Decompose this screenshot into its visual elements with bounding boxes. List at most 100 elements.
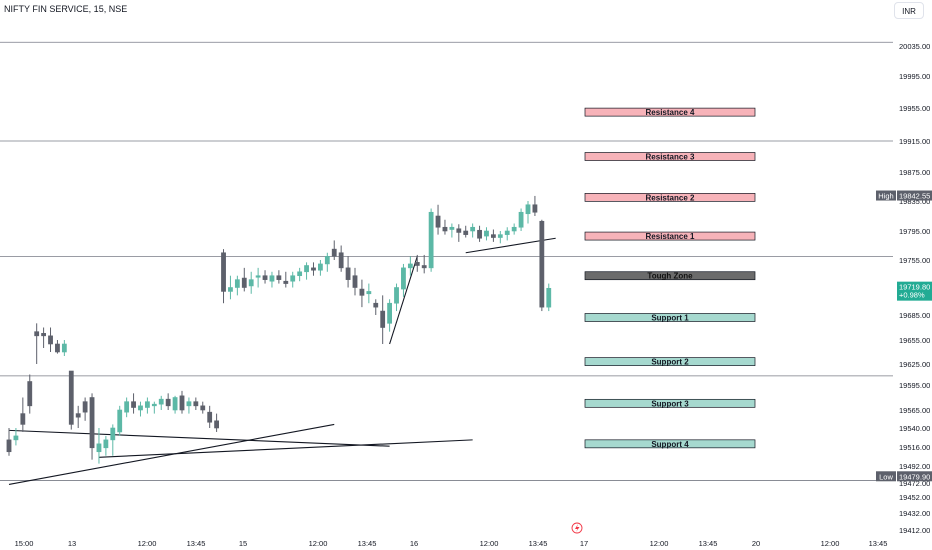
candle (345, 256, 351, 288)
candle-body (490, 234, 496, 238)
zone-box[interactable] (584, 357, 756, 366)
candle (48, 327, 53, 352)
price-axis[interactable]: 20035.00 19995.00 19955.00 19915.00 19875.00… (899, 42, 930, 535)
candle (539, 219, 545, 312)
low-badge-tag (876, 471, 896, 482)
time-tick-label: 13 (68, 539, 76, 548)
candle (359, 279, 365, 308)
candle (276, 270, 282, 284)
candle-body (117, 409, 123, 433)
candle (207, 405, 213, 428)
candle-body (539, 220, 545, 308)
zone-box[interactable] (584, 107, 756, 117)
price-tick-label: 19452.00 (899, 493, 930, 502)
zone-box[interactable] (584, 439, 756, 449)
candle (193, 397, 199, 410)
resistance-zone[interactable]: Resistance 1 (584, 231, 756, 241)
price-tick-label: 19955.00 (899, 104, 930, 113)
candle (96, 428, 102, 464)
candle (456, 224, 462, 242)
zone-box[interactable] (584, 231, 756, 241)
candle (490, 229, 496, 242)
trendline[interactable] (8, 429, 390, 447)
low-badge-value: 19479.90 (899, 472, 930, 481)
price-tick-label: 19472.00 (899, 479, 930, 488)
resistance-zone[interactable]: Resistance 2 (584, 193, 756, 202)
candle (518, 208, 524, 231)
candle-body (387, 302, 392, 324)
candle-body (221, 252, 226, 292)
candle (89, 393, 95, 460)
support-zone[interactable]: Support 4 (584, 439, 756, 449)
candle (41, 327, 46, 348)
candle (428, 208, 434, 272)
resistance-zone[interactable]: Resistance 4 (584, 107, 756, 117)
candle-body (276, 275, 282, 280)
zone-box[interactable] (584, 193, 756, 202)
price-tick-label: 19755.00 (899, 256, 930, 265)
resistance-zone[interactable]: Resistance 3 (584, 152, 756, 162)
support-zone[interactable]: Support 2 (584, 357, 756, 367)
candle (68, 370, 74, 430)
candle (324, 252, 330, 272)
candle-body (89, 397, 95, 449)
candle-body (546, 287, 552, 308)
candle-body (470, 226, 476, 232)
trendline[interactable] (98, 439, 473, 458)
time-tick-label: 12:00 (821, 539, 840, 548)
candle (366, 283, 372, 304)
time-axis[interactable]: 15:00 13 12:00 13:45 15 12:00 13:45 16 12:00 13:4… (15, 539, 888, 548)
candle (373, 299, 379, 315)
zone-box[interactable] (584, 313, 756, 322)
candle (352, 267, 358, 296)
candle (442, 219, 448, 235)
candle-body (186, 401, 192, 407)
candle (241, 267, 247, 292)
candle (179, 390, 185, 414)
candle-body (262, 275, 268, 280)
last-price-badge: 19719.80+0.98% (897, 281, 932, 301)
time-tick-label: 16 (410, 539, 418, 548)
currency-selector[interactable]: INR (894, 2, 924, 19)
price-zones: Resistance 4 Resistance 3 Resistance 2 Resi… (584, 107, 756, 449)
candle (311, 262, 316, 276)
candle (221, 249, 226, 304)
support-zone[interactable]: Support 1 (584, 313, 756, 323)
tough-zone[interactable]: Tough Zone (584, 271, 756, 281)
candle-body (311, 267, 316, 271)
candle (338, 245, 344, 272)
price-tick-label: 19595.00 (899, 381, 930, 390)
zone-label: Support 4 (651, 440, 689, 449)
candle-body (96, 443, 102, 453)
high-badge: High 19842.55 (876, 190, 932, 201)
time-tick-label: 13:45 (869, 539, 888, 548)
candle (435, 204, 441, 235)
candle-body (13, 435, 19, 441)
low-badge-label: Low (879, 472, 893, 481)
candle-body (158, 398, 164, 405)
candle-body (27, 381, 33, 407)
candle-body (124, 401, 130, 413)
candle-body (477, 229, 482, 239)
candle (269, 271, 275, 288)
price-tick-label: 19492.00 (899, 462, 930, 471)
zone-label: Resistance 3 (646, 153, 695, 162)
candle (110, 424, 116, 456)
symbol-title: NIFTY FIN SERVICE, 15, NSE (4, 4, 128, 14)
candle-body (193, 401, 199, 407)
candle-body (373, 302, 379, 308)
zone-box[interactable] (584, 152, 756, 161)
trendlines (8, 237, 556, 485)
time-tick-label: 13:45 (529, 539, 548, 548)
zone-box[interactable] (584, 271, 756, 281)
candle-body (359, 288, 365, 296)
time-tick-label: 12:00 (480, 539, 499, 548)
zone-box[interactable] (584, 398, 756, 408)
lightning-icon[interactable] (571, 522, 583, 534)
support-zone[interactable]: Support 3 (584, 398, 756, 408)
candle (117, 405, 123, 436)
candle-body (131, 401, 136, 408)
candles (6, 195, 552, 464)
trendline[interactable] (389, 256, 418, 345)
